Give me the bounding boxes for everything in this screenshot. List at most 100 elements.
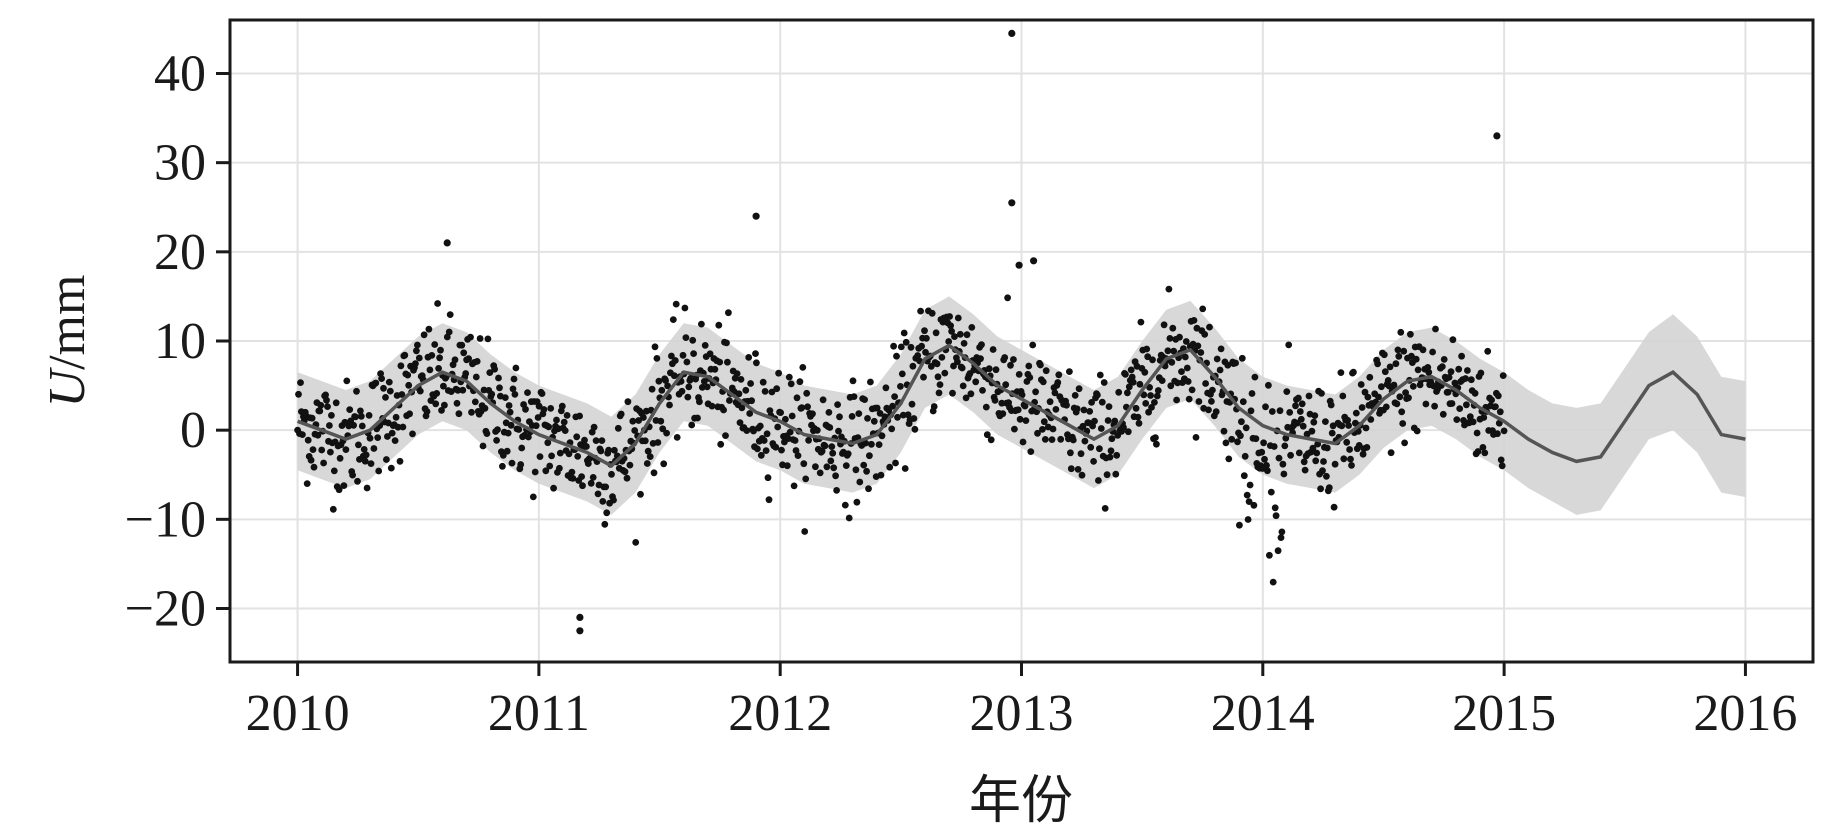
outlier-point xyxy=(576,627,584,635)
observed-point xyxy=(1073,405,1081,413)
observed-point xyxy=(1344,416,1351,424)
observed-point xyxy=(1063,401,1070,409)
observed-point xyxy=(1001,354,1009,361)
observed-point xyxy=(1453,416,1461,423)
observed-point xyxy=(404,371,412,379)
observed-points-group xyxy=(294,29,1508,635)
observed-point xyxy=(1137,318,1145,326)
observed-point xyxy=(343,377,351,385)
observed-point xyxy=(863,467,870,475)
observed-point xyxy=(432,400,440,408)
observed-point xyxy=(684,393,692,401)
observed-point xyxy=(1080,406,1088,414)
observed-point xyxy=(1498,462,1506,470)
observed-point xyxy=(445,328,453,336)
observed-point xyxy=(1338,422,1346,430)
observed-point xyxy=(1228,435,1236,443)
observed-point xyxy=(890,342,897,350)
observed-point xyxy=(787,380,795,388)
observed-point xyxy=(720,406,727,414)
observed-point xyxy=(1499,372,1507,379)
observed-point xyxy=(1019,438,1027,446)
observed-point xyxy=(314,431,322,439)
observed-point xyxy=(435,365,442,372)
observed-point xyxy=(921,327,928,335)
observed-point xyxy=(888,425,896,433)
observed-point xyxy=(1311,412,1319,419)
observed-point xyxy=(760,437,768,444)
observed-point xyxy=(1125,383,1133,391)
observed-point xyxy=(1471,389,1479,397)
observed-point xyxy=(752,350,759,357)
observed-point xyxy=(522,405,529,413)
observed-point xyxy=(1300,458,1308,466)
observed-point xyxy=(1500,427,1508,435)
observed-point xyxy=(876,410,884,417)
observed-point xyxy=(1152,434,1159,441)
observed-point xyxy=(1051,389,1059,397)
observed-point xyxy=(1401,439,1408,447)
observed-point xyxy=(1075,385,1083,393)
observed-point xyxy=(336,454,344,462)
observed-point xyxy=(587,479,595,487)
observed-point xyxy=(1265,381,1272,389)
observed-point xyxy=(1467,376,1475,384)
observed-point xyxy=(1014,406,1022,414)
observed-point xyxy=(1347,455,1354,463)
observed-point xyxy=(391,437,399,444)
observed-point xyxy=(414,341,421,349)
observed-point xyxy=(886,463,894,471)
observed-point xyxy=(1195,398,1203,405)
observed-point xyxy=(436,354,443,362)
observed-point xyxy=(1201,331,1209,338)
observed-point xyxy=(1292,402,1299,410)
observed-point xyxy=(303,480,311,487)
observed-point xyxy=(821,442,829,450)
observed-point xyxy=(1397,328,1405,336)
observed-point xyxy=(455,410,463,418)
observed-point xyxy=(867,378,874,386)
observed-point xyxy=(1297,415,1305,423)
observed-point xyxy=(363,484,371,492)
observed-point xyxy=(326,422,333,429)
observed-point xyxy=(800,460,808,468)
observed-point xyxy=(1081,437,1089,445)
observed-point xyxy=(462,370,470,377)
observed-point xyxy=(637,490,644,498)
observed-point xyxy=(330,467,338,475)
observed-point xyxy=(495,374,502,382)
observed-point xyxy=(1127,366,1135,374)
observed-point xyxy=(743,427,751,434)
observed-point xyxy=(1037,361,1044,369)
observed-point xyxy=(941,369,949,377)
observed-point xyxy=(737,376,745,383)
observed-point xyxy=(835,427,842,435)
observed-point xyxy=(1357,381,1365,388)
observed-point xyxy=(370,445,378,452)
observed-point xyxy=(534,414,542,421)
x-axis-label: 年份 xyxy=(969,773,1073,827)
observed-point xyxy=(560,418,568,426)
observed-point xyxy=(747,380,754,387)
observed-point xyxy=(1362,424,1370,432)
observed-point xyxy=(1243,491,1251,499)
observed-point xyxy=(1445,374,1453,381)
observed-point xyxy=(1279,460,1287,468)
observed-point xyxy=(1309,444,1317,452)
observed-point xyxy=(483,430,491,437)
observed-point xyxy=(1301,466,1309,474)
observed-point xyxy=(578,473,585,480)
observed-point xyxy=(1049,425,1057,433)
observed-point xyxy=(690,350,697,357)
observed-point xyxy=(848,413,856,420)
observed-point xyxy=(1402,389,1409,397)
observed-point xyxy=(583,443,590,450)
observed-point xyxy=(1317,485,1324,493)
observed-point xyxy=(1251,373,1259,381)
observed-point xyxy=(842,462,850,469)
observed-point xyxy=(650,469,658,477)
observed-point xyxy=(750,427,757,435)
observed-point xyxy=(378,375,385,382)
observed-point xyxy=(1071,392,1079,399)
observed-point xyxy=(438,407,445,414)
